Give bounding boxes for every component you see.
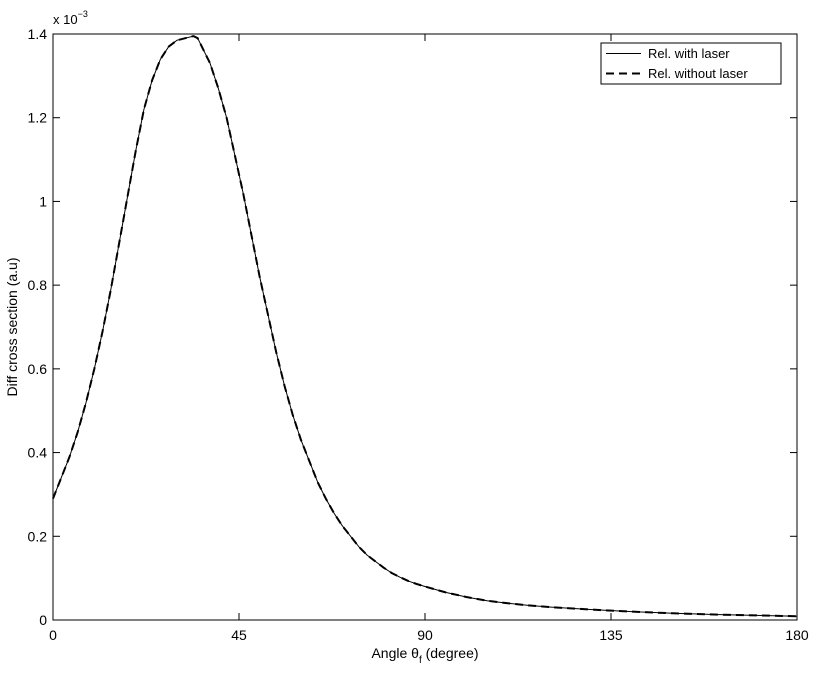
y-tick-label: 0.4 bbox=[28, 445, 48, 461]
series-line-with-laser bbox=[52, 35, 798, 617]
x-tick-label: 135 bbox=[599, 627, 623, 643]
x-tick-label: 90 bbox=[417, 627, 433, 643]
legend-label-without-laser: Rel. without laser bbox=[648, 66, 748, 81]
x-tick-label: 45 bbox=[231, 627, 247, 643]
axis-ticks: 0 45 90 135 180 0 0.2 0.4 0.6 0.8 1 1.2 1.4 bbox=[28, 26, 809, 643]
legend-box bbox=[600, 42, 782, 85]
legend: Rel. with laser Rel. without laser bbox=[600, 42, 782, 85]
x-axis-label-main: Angle θ bbox=[371, 645, 419, 661]
series-line-without-laser bbox=[52, 35, 798, 618]
x-tick-label: 0 bbox=[49, 627, 57, 643]
x-axis-label: Angle θf (degree) bbox=[371, 645, 478, 666]
legend-label-with-laser: Rel. with laser bbox=[648, 46, 730, 61]
y-tick-label: 0.2 bbox=[28, 528, 48, 544]
y-axis-label: Diff cross section (a.u) bbox=[4, 257, 20, 396]
y-exponent-power: −3 bbox=[78, 9, 88, 19]
y-tick-label: 1.4 bbox=[28, 26, 48, 42]
y-tick-label: 1.2 bbox=[28, 110, 48, 126]
y-exponent-base: x 10 bbox=[53, 12, 78, 27]
x-axis-label-subscript: f bbox=[419, 655, 422, 666]
series-layer bbox=[52, 35, 798, 618]
y-tick-label: 0 bbox=[39, 612, 47, 628]
y-tick-label: 1 bbox=[39, 193, 47, 209]
y-exponent-label: x 10−3 bbox=[53, 9, 88, 27]
x-axis-label-suffix: (degree) bbox=[422, 645, 479, 661]
y-tick-label: 0.8 bbox=[28, 277, 48, 293]
plot-area-frame bbox=[52, 33, 798, 621]
y-tick-label: 0.6 bbox=[28, 361, 48, 377]
x-tick-label: 180 bbox=[785, 627, 809, 643]
